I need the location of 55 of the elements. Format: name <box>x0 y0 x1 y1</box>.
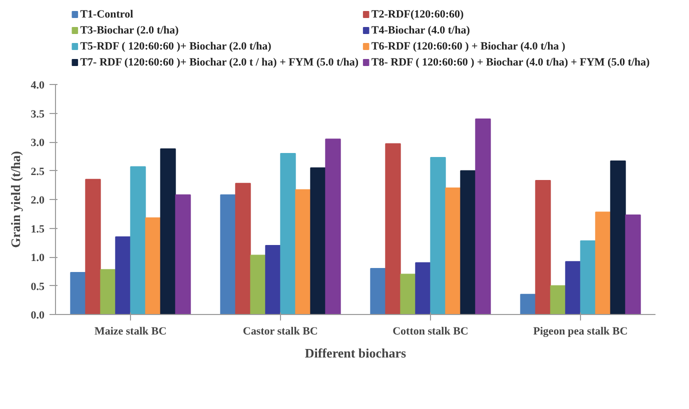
bar <box>625 214 641 314</box>
x-tick-label: Cotton stalk BC <box>392 326 468 338</box>
bar <box>520 294 536 314</box>
y-tick-label: 3.0 <box>30 137 45 149</box>
y-axis-title: Grain yield (t/ha) <box>8 151 23 248</box>
x-tick-label: Pigeon pea stalk BC <box>533 326 628 338</box>
bar <box>595 212 611 314</box>
bar <box>430 157 446 314</box>
legend-label: T1-Control <box>80 8 134 20</box>
bar <box>100 269 116 314</box>
bar <box>235 182 251 314</box>
bar <box>370 268 386 314</box>
bar <box>580 240 596 314</box>
legend-label: T7- RDF (120:60:60 )+ Biochar (2.0 t / ha) + FYM (5.0 t/ha) <box>80 56 359 68</box>
bar <box>610 160 626 314</box>
bar <box>130 166 146 314</box>
bar <box>445 188 461 314</box>
legend-label: T2-RDF(120:60:60) <box>371 8 464 20</box>
y-tick-label: 0.5 <box>30 280 45 293</box>
bar <box>310 167 326 314</box>
bar <box>115 236 131 314</box>
bar <box>385 143 401 314</box>
bar <box>70 272 86 314</box>
bar <box>565 261 581 314</box>
bar <box>250 254 266 314</box>
x-tick-label: Castor stalk BC <box>242 326 318 338</box>
bar <box>295 189 311 314</box>
y-tick-label: 3.5 <box>30 108 45 120</box>
y-tick-label: 2.5 <box>30 166 45 178</box>
legend-label: T8- RDF ( 120:60:60 ) + Biochar (4.0 t/ha) + FYM (5.0 t/ha) <box>371 56 650 68</box>
legend-label: T6-RDF (120:60:60 ) + Biochar (4.0 t/ha ) <box>371 40 566 52</box>
legend-label: T3-Biochar (2.0 t/ha) <box>80 24 180 36</box>
legend-label: T4-Biochar (4.0 t/ha) <box>371 24 470 36</box>
bar <box>460 170 476 314</box>
bar <box>265 245 281 314</box>
bar <box>400 274 416 314</box>
y-tick-label: 1.0 <box>30 252 45 264</box>
legend-label: T5-RDF ( 120:60:60 )+ Biochar (2.0 t/ha) <box>80 40 272 52</box>
x-tick-label: Maize stalk BC <box>94 326 167 338</box>
x-axis-title: Different biochars <box>304 346 406 360</box>
bar <box>475 118 491 314</box>
bar <box>415 262 431 314</box>
y-tick-label: 4.0 <box>30 80 45 92</box>
bar <box>85 178 101 314</box>
bar <box>280 153 296 314</box>
bar <box>535 180 551 314</box>
bar <box>325 138 341 314</box>
y-tick-label: 2.0 <box>30 194 45 206</box>
y-tick-label: 0.0 <box>30 310 45 322</box>
bar <box>145 217 161 314</box>
bar <box>220 194 236 314</box>
y-tick-label: 1.5 <box>30 223 45 236</box>
bar <box>550 285 566 314</box>
bar <box>175 194 191 314</box>
bar <box>160 148 176 314</box>
